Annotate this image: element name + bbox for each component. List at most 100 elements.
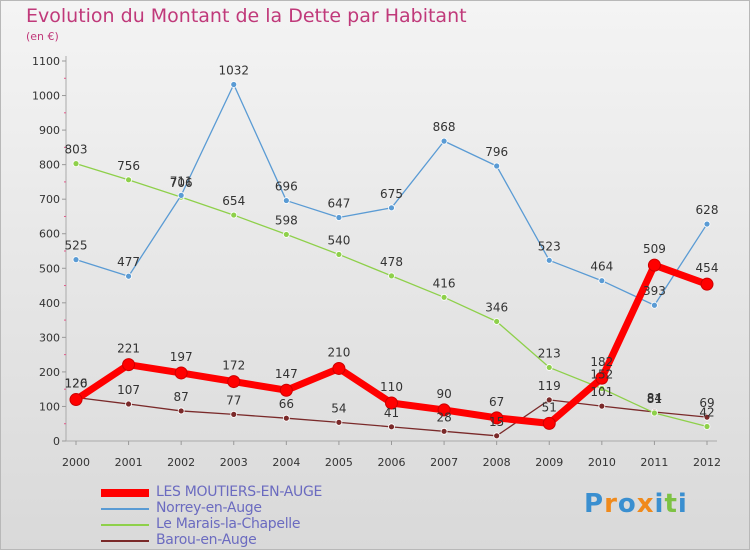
data-label: 464	[590, 260, 613, 274]
data-label: 1032	[218, 63, 249, 77]
data-label: 654	[222, 194, 245, 208]
data-point	[388, 272, 395, 280]
logo-letter: i	[654, 489, 665, 519]
data-point	[230, 211, 238, 219]
data-label: 15	[489, 415, 504, 429]
data-point	[174, 366, 188, 380]
data-point	[230, 410, 238, 418]
x-tick-label: 2011	[640, 456, 668, 469]
legend-label: Le Marais-la-Chapelle	[156, 516, 301, 532]
y-tick-label: 0	[53, 435, 60, 448]
legend-swatch	[101, 489, 149, 497]
logo-letter: P	[584, 489, 605, 519]
data-point	[703, 423, 711, 430]
x-tick-label: 2006	[378, 456, 406, 469]
data-label: 152	[590, 367, 613, 381]
y-tick-label: 200	[39, 366, 60, 379]
data-label: 126	[65, 376, 88, 390]
data-label: 647	[327, 196, 350, 210]
data-point	[177, 407, 185, 415]
x-tick-label: 2002	[167, 456, 195, 469]
y-tick-label: 800	[39, 159, 60, 172]
logo-letter: i	[677, 489, 688, 519]
data-label: 66	[279, 397, 294, 411]
logo-letter: o	[617, 489, 637, 519]
data-point	[490, 411, 504, 425]
data-label: 87	[174, 390, 189, 404]
x-tick-label: 2000	[62, 456, 90, 469]
data-label: 42	[699, 405, 714, 419]
data-label: 803	[65, 143, 88, 157]
data-label: 90	[436, 387, 451, 401]
data-label: 28	[436, 410, 451, 424]
data-point	[282, 231, 290, 238]
data-label: 477	[117, 255, 140, 269]
data-point	[122, 358, 136, 372]
data-label: 147	[275, 367, 298, 381]
legend-label: Barou-en-Auge	[156, 532, 257, 548]
data-label: 346	[485, 300, 508, 314]
data-label: 598	[275, 213, 298, 227]
data-point	[647, 258, 661, 272]
y-tick-label: 900	[39, 124, 60, 137]
data-label: 67	[489, 395, 504, 409]
unit-label: (en €)	[26, 30, 59, 43]
data-point	[542, 416, 556, 430]
data-label: 696	[275, 180, 298, 194]
data-point	[279, 383, 293, 397]
data-point	[230, 81, 238, 88]
data-point	[700, 277, 714, 291]
legend-label: LES MOUTIERS-EN-AUGE	[156, 484, 323, 500]
data-point	[332, 361, 346, 375]
data-label: 119	[538, 379, 561, 393]
data-label: 182	[590, 355, 613, 369]
data-label: 77	[226, 393, 241, 407]
data-point	[493, 162, 501, 170]
data-point	[125, 400, 132, 408]
x-tick-label: 2008	[483, 456, 511, 469]
data-point	[335, 251, 343, 258]
legend-swatch	[101, 524, 149, 526]
y-tick-label: 300	[39, 331, 60, 344]
data-label: 675	[380, 187, 403, 201]
data-label: 110	[380, 380, 403, 394]
x-tick-label: 2010	[588, 456, 616, 469]
data-label: 120	[65, 377, 88, 391]
y-tick-label: 600	[39, 228, 60, 241]
data-label: 523	[538, 239, 561, 253]
data-point	[437, 403, 451, 417]
data-point	[335, 214, 343, 221]
data-point	[493, 318, 501, 325]
x-tick-label: 2003	[220, 456, 248, 469]
x-tick-label: 2004	[272, 456, 300, 469]
data-point	[440, 293, 448, 301]
proxiti-logo: Proxiti	[584, 489, 688, 519]
data-label: 51	[542, 400, 557, 414]
data-point	[651, 301, 658, 309]
data-point	[440, 137, 448, 145]
data-point	[72, 160, 80, 168]
data-point	[282, 197, 290, 204]
data-point	[335, 418, 343, 426]
data-label: 107	[117, 383, 140, 397]
data-label: 454	[696, 261, 719, 275]
data-point	[545, 396, 553, 404]
data-point	[703, 413, 711, 421]
data-point	[440, 427, 448, 435]
data-point	[282, 414, 290, 422]
legend-label: Norrey-en-Auge	[156, 500, 262, 516]
legend-swatch	[101, 540, 149, 542]
data-point	[703, 220, 711, 228]
logo-letter: r	[604, 489, 618, 519]
data-point	[651, 409, 658, 417]
data-label: 69	[699, 396, 714, 410]
data-point	[598, 277, 606, 285]
data-point	[595, 371, 609, 385]
data-point	[227, 375, 241, 389]
data-point	[545, 256, 553, 264]
data-label: 628	[696, 203, 719, 217]
chart-title: Evolution du Montant de la Dette par Hab…	[26, 5, 467, 27]
data-label: 197	[170, 350, 193, 364]
